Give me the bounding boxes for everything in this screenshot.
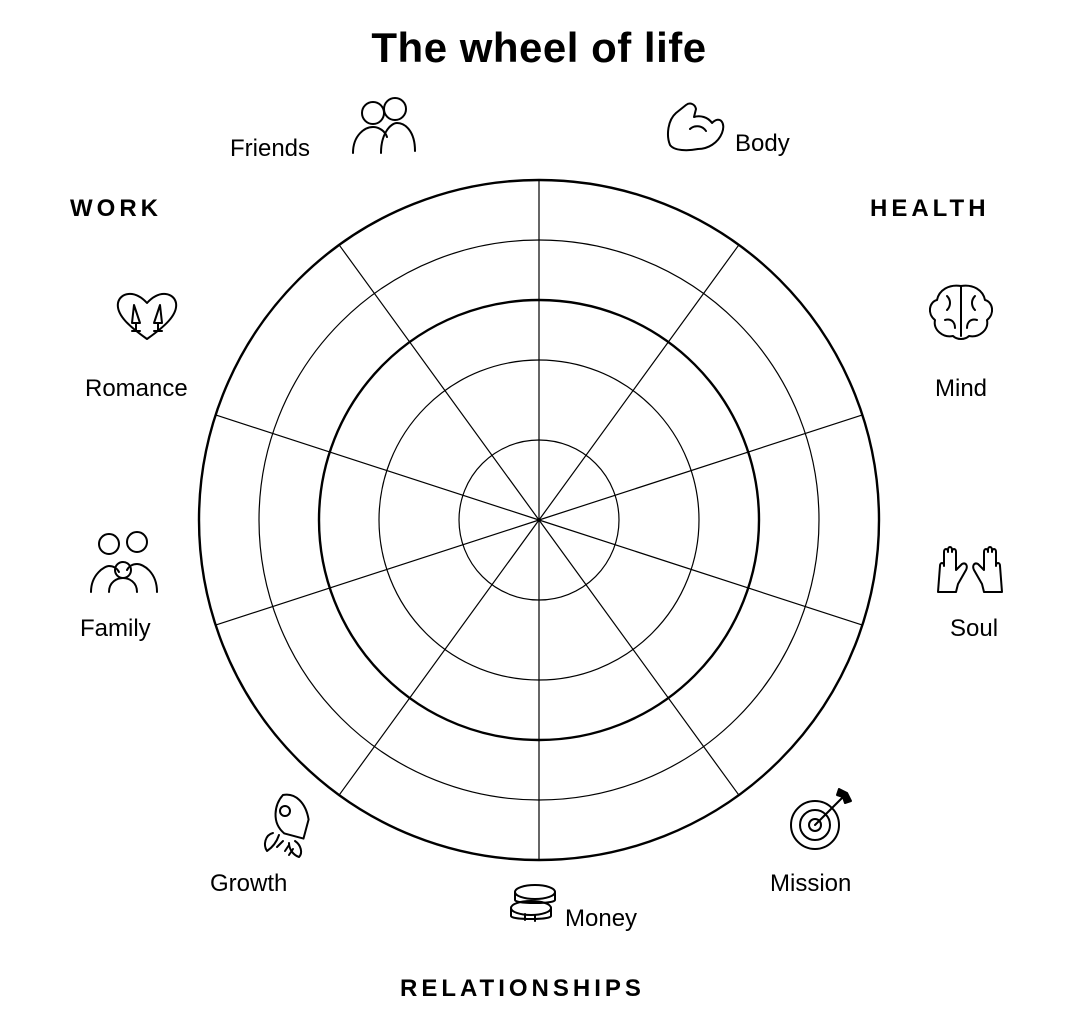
- segment-money-label: Money: [565, 905, 637, 933]
- segment-soul-label: Soul: [950, 615, 998, 643]
- family-icon: [85, 530, 163, 598]
- muscle-icon: [660, 95, 730, 155]
- coins-icon: [505, 880, 565, 930]
- brain-icon: [925, 280, 997, 344]
- segment-body-label: Body: [735, 130, 790, 158]
- category-health-label: HEALTH: [870, 195, 990, 223]
- wheel-of-life-page: The wheel of life WORK HEALTH RELATIONSH…: [0, 0, 1078, 1036]
- segment-mind-label: Mind: [935, 375, 987, 403]
- rocket-icon: [255, 785, 327, 863]
- segment-family-label: Family: [80, 615, 151, 643]
- segment-friends-label: Friends: [230, 135, 310, 163]
- friends-icon: [345, 95, 421, 159]
- segment-romance-label: Romance: [85, 375, 188, 403]
- category-work-label: WORK: [70, 195, 162, 223]
- hands-icon: [930, 530, 1010, 600]
- segment-growth-label: Growth: [210, 870, 287, 898]
- heart-cheers-icon: [110, 285, 184, 349]
- segment-mission-label: Mission: [770, 870, 851, 898]
- category-relationships-label: RELATIONSHIPS: [400, 975, 645, 1003]
- target-icon: [785, 785, 855, 855]
